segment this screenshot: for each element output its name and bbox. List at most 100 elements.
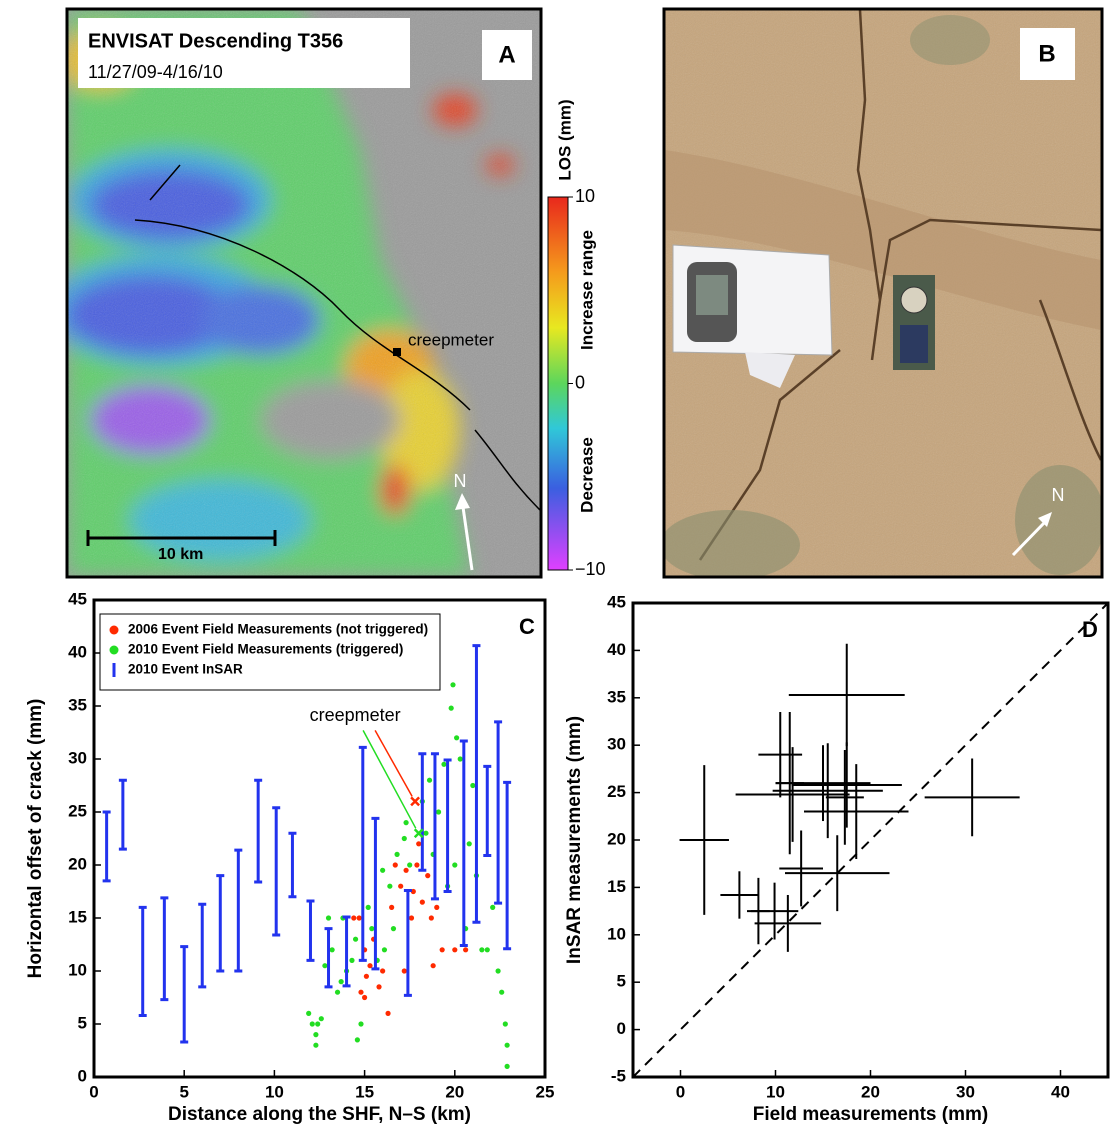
y-tick-label: 15 (68, 907, 87, 926)
data-point (381, 947, 388, 953)
data-point (322, 963, 328, 969)
x-tick-label: 40 (1051, 1082, 1070, 1101)
error-bar (472, 644, 481, 924)
x-tick-label: 5 (179, 1082, 188, 1101)
data-point (362, 994, 368, 1001)
data-point (504, 1063, 510, 1069)
data-point (338, 979, 344, 985)
data-point (426, 777, 433, 783)
data-point (352, 936, 359, 942)
data-point (325, 915, 332, 921)
data-point (351, 915, 357, 921)
error-bar (160, 896, 169, 1002)
data-point (358, 1021, 364, 1027)
data-point (428, 915, 434, 921)
error-bar (198, 902, 207, 989)
insar-map (68, 10, 540, 576)
y-tick-label: 40 (68, 642, 87, 661)
colorbar-label: LOS (mm) (555, 99, 574, 180)
data-point (380, 968, 386, 974)
data-point (454, 735, 460, 741)
legend-box (99, 613, 441, 691)
error-bar (503, 780, 512, 951)
error-bar (234, 848, 243, 973)
y-tick-label: 25 (607, 782, 626, 801)
data-point (358, 989, 364, 995)
y-tick-label: -5 (611, 1066, 626, 1085)
annotation-label: creepmeter (310, 705, 401, 725)
x-tick-label: 25 (536, 1082, 555, 1101)
data-point (309, 1021, 315, 1027)
x-tick-label: 10 (766, 1082, 785, 1101)
data-point (479, 947, 485, 953)
data-point (484, 947, 490, 953)
data-point (425, 873, 431, 879)
panel-letter: C (519, 614, 535, 639)
panel-letter: B (1038, 40, 1055, 67)
error-bar (288, 831, 297, 899)
x-tick-label: 20 (861, 1082, 880, 1101)
identity-line (632, 602, 1109, 1078)
data-point (306, 1010, 312, 1017)
data-point (363, 973, 370, 979)
colorbar (547, 196, 569, 571)
error-bar (324, 927, 333, 989)
y-tick-label: 45 (607, 592, 626, 611)
error-bar (443, 758, 452, 893)
data-point (407, 862, 413, 868)
data-point (313, 1042, 319, 1048)
north-label: N (1052, 485, 1065, 505)
data-point (380, 867, 386, 873)
data-point (313, 1032, 319, 1038)
error-bar (371, 816, 380, 971)
legend-label: 2010 Event InSAR (128, 662, 243, 677)
data-point (419, 899, 425, 905)
plot-frame (92, 598, 547, 1079)
y-tick-label: 35 (607, 687, 626, 706)
data-point (414, 862, 420, 868)
data-point (401, 968, 407, 974)
y-tick-label: 30 (68, 748, 87, 767)
error-bar (180, 945, 189, 1044)
error-bar (418, 752, 427, 872)
data-point (392, 862, 398, 868)
data-point (466, 841, 472, 847)
error-bar (483, 764, 492, 857)
data-point (408, 915, 415, 921)
field-photo (665, 10, 1101, 576)
north-label: N (454, 471, 467, 491)
x-axis-label: Distance along the SHF, N–S (km) (168, 1104, 471, 1125)
error-bar (459, 739, 468, 948)
y-tick-label: 15 (607, 877, 626, 896)
y-tick-label: 0 (78, 1066, 87, 1085)
data-point (499, 989, 505, 995)
data-point (398, 883, 404, 889)
data-point (315, 1021, 321, 1027)
error-bar (306, 899, 315, 962)
y-axis-label: InSAR measurements (mm) (564, 716, 585, 964)
data-point (365, 904, 371, 911)
data-point (450, 682, 456, 688)
panel-b: B N (662, 7, 1104, 579)
annotation-marker (413, 828, 424, 839)
data-point (423, 830, 429, 836)
x-tick-label: 0 (676, 1082, 685, 1101)
data-point (401, 835, 407, 842)
legend-label: 2006 Event Field Measurements (not trigg… (128, 622, 428, 637)
annotation-arrow (374, 730, 413, 797)
legend-marker (109, 625, 119, 635)
map-title: ENVISAT Descending T356 (88, 30, 343, 52)
scale-bar-label: 10 km (158, 546, 203, 563)
error-bar (342, 915, 351, 988)
y-tick-label: 5 (617, 972, 626, 991)
charts: 10 0 −10 0 5 10 15 20 25 0 5 10 15 20 25 30 35 40 45 Distan… (25, 186, 1110, 1125)
y-tick-label: 10 (607, 924, 626, 943)
error-bar (403, 888, 412, 997)
colorbar-tick-label: 0 (575, 372, 585, 392)
annotation-arrow (362, 730, 417, 829)
colorbar-upper: Increase range (577, 230, 596, 350)
panel-letter: A (498, 41, 515, 68)
error-bar (494, 720, 503, 905)
